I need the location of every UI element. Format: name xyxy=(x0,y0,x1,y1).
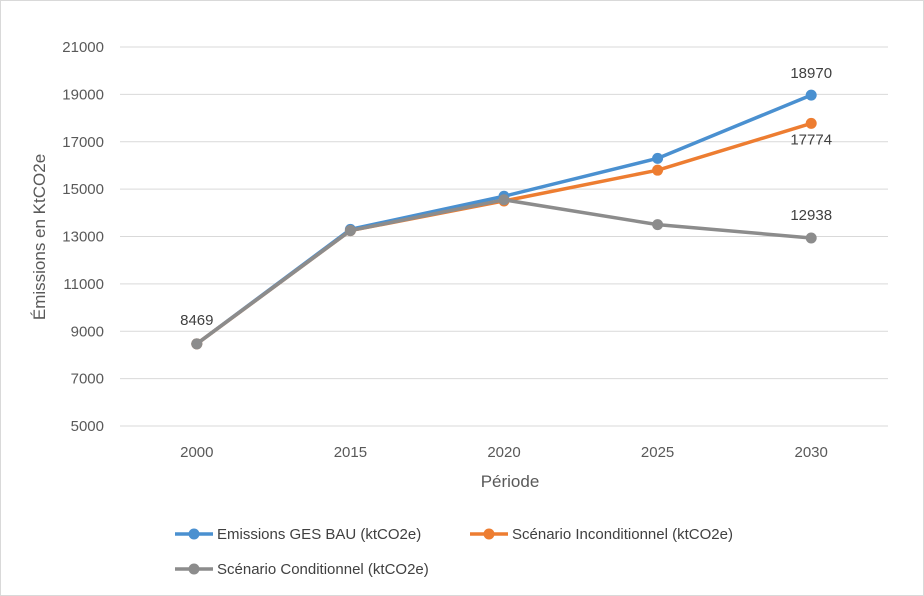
y-tick-label: 17000 xyxy=(62,134,104,151)
data-label: 17774 xyxy=(790,131,832,148)
data-point xyxy=(498,194,510,206)
y-tick-label: 21000 xyxy=(62,39,104,56)
series-line xyxy=(195,121,812,346)
legend: Emissions GES BAU (ktCO2e) Scénario Incon… xyxy=(175,526,733,578)
y-tick-label: 15000 xyxy=(62,181,104,198)
y-tick-label: 9000 xyxy=(71,323,104,340)
data-label: 8469 xyxy=(180,312,213,329)
legend-label: Scénario Conditionnel (ktCO2e) xyxy=(217,561,429,578)
data-point xyxy=(805,89,817,101)
series-line xyxy=(195,93,812,346)
legend-swatch-marker xyxy=(483,528,495,540)
y-tick-labels: 5000 7000 9000 11000 13000 15000 17000 19000 210… xyxy=(62,39,104,435)
y-tick-label: 7000 xyxy=(71,371,104,388)
data-labels: 18970 17774 12938 8469 xyxy=(180,65,832,329)
data-point xyxy=(805,117,817,129)
x-tick-label: 2020 xyxy=(487,444,520,461)
y-tick-label: 13000 xyxy=(62,229,104,246)
data-point xyxy=(652,152,664,164)
series-lines xyxy=(191,89,817,350)
y-axis-title: Émissions en KtCO2e xyxy=(30,154,49,320)
data-point xyxy=(652,219,664,231)
grid-lines xyxy=(120,46,888,427)
data-point xyxy=(805,232,817,244)
y-tick-label: 19000 xyxy=(62,86,104,103)
data-point xyxy=(191,338,203,350)
legend-swatch-marker xyxy=(188,563,200,575)
y-tick-label: 5000 xyxy=(71,418,104,435)
y-tick-label: 11000 xyxy=(63,276,104,293)
x-tick-label: 2000 xyxy=(180,444,213,461)
x-axis-title: Période xyxy=(481,472,540,491)
data-point xyxy=(652,164,664,176)
data-label: 12938 xyxy=(790,207,832,224)
data-point xyxy=(344,225,356,237)
data-label: 18970 xyxy=(790,65,832,82)
legend-swatch-marker xyxy=(188,528,200,540)
legend-label: Emissions GES BAU (ktCO2e) xyxy=(217,526,421,543)
x-tick-label: 2015 xyxy=(334,444,367,461)
series-line xyxy=(195,198,812,346)
x-tick-labels: 2000 2015 2020 2025 2030 xyxy=(180,444,828,461)
x-tick-label: 2030 xyxy=(795,444,828,461)
x-tick-label: 2025 xyxy=(641,444,674,461)
legend-label: Scénario Inconditionnel (ktCO2e) xyxy=(512,526,733,543)
